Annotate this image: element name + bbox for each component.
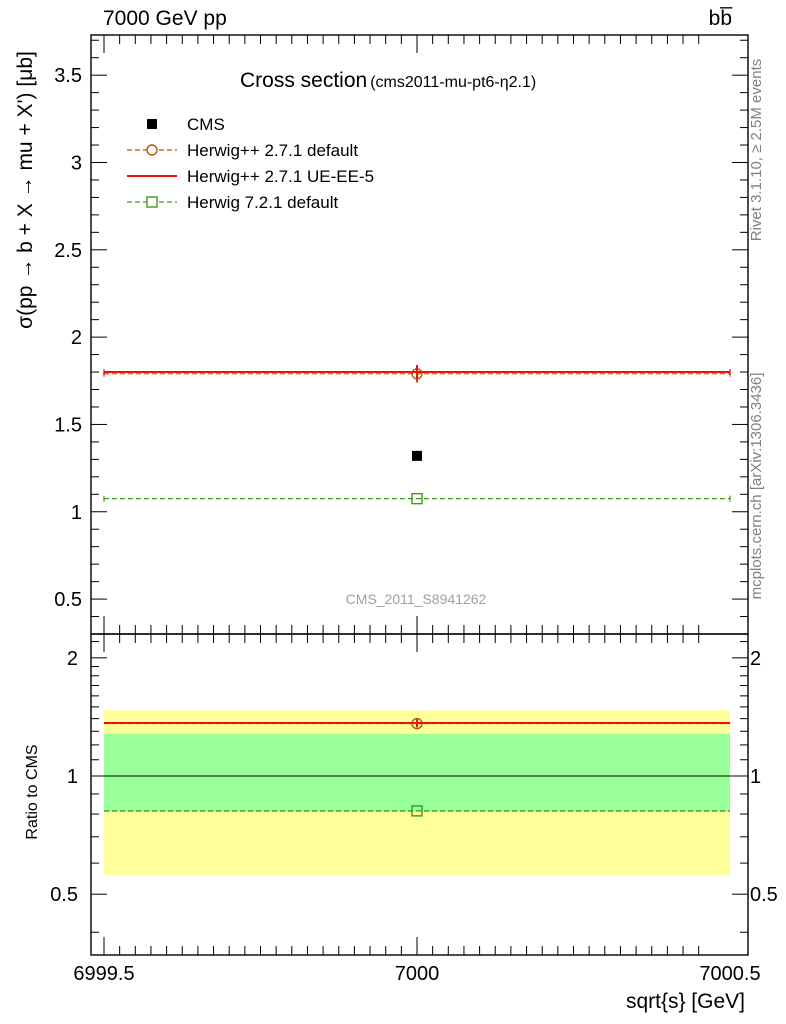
band-stat-uncertainty	[104, 733, 730, 812]
legend-marker-cms	[147, 119, 157, 129]
main-ytick-label: 1.5	[54, 414, 82, 436]
legend-marker-circle	[146, 144, 158, 156]
process-label: bb̅	[708, 7, 732, 30]
legend-label: Herwig++ 2.7.1 UE-EE-5	[187, 167, 374, 186]
main-ytick-label: 3.5	[54, 65, 82, 87]
x-axis-label: sqrt{s} [GeV]	[626, 990, 745, 1013]
energy-label: 7000 GeV pp	[103, 7, 227, 30]
analysis-watermark: CMS_2011_S8941262	[346, 591, 487, 607]
data-point-square	[411, 492, 423, 505]
ratio-ytick-label-right: 0.5	[750, 884, 778, 906]
xtick-label: 6999.5	[73, 963, 134, 985]
main-ytick-label: 2.5	[54, 240, 82, 262]
ratio-ylabel: Ratio to CMS	[24, 744, 41, 839]
main-ytick-label: 2	[71, 327, 82, 349]
ratio-ytick-label-right: 1	[750, 766, 761, 788]
xtick-label: 7000.5	[699, 963, 760, 985]
main-ytick-label: 1	[71, 502, 82, 524]
xtick-label: 7000	[395, 963, 440, 985]
ratio-panel: 0.5 0.5 1 1 2 2 6999.5 7000 7000.5 Ratio to CMS sq…	[24, 633, 778, 1013]
rivet-version-label: Rivet 3.1.10, ≥ 2.5M events	[748, 59, 765, 242]
legend-marker-square	[146, 196, 158, 208]
main-ylabel: σ(pp → b + X → mu + X') [μb]	[14, 51, 37, 329]
legend-label: CMS	[187, 115, 225, 134]
main-ytick-label: 3	[71, 152, 82, 174]
ratio-ytick-label: 2	[67, 648, 78, 670]
ratio-frame	[90, 633, 749, 956]
ratio-ytick-label: 1	[67, 766, 78, 788]
source-label: mcplots.cern.ch [arXiv:1306.3436]	[748, 373, 765, 600]
ratio-point-square	[411, 805, 423, 817]
legend-label: Herwig 7.2.1 default	[187, 193, 338, 212]
chart-title: Cross section (cms2011-mu-pt6-η2.1)	[240, 69, 536, 92]
ratio-ytick-label: 0.5	[50, 884, 78, 906]
data-point-cms	[412, 450, 422, 461]
main-panel: 0.5 1 1.5 2 2.5 3 3.5 CMS Herwig++ 2.7.1 default…	[14, 34, 749, 635]
main-ytick-label: 0.5	[54, 589, 82, 611]
ratio-ytick-label-right: 2	[750, 648, 761, 670]
legend-label: Herwig++ 2.7.1 default	[187, 141, 358, 160]
